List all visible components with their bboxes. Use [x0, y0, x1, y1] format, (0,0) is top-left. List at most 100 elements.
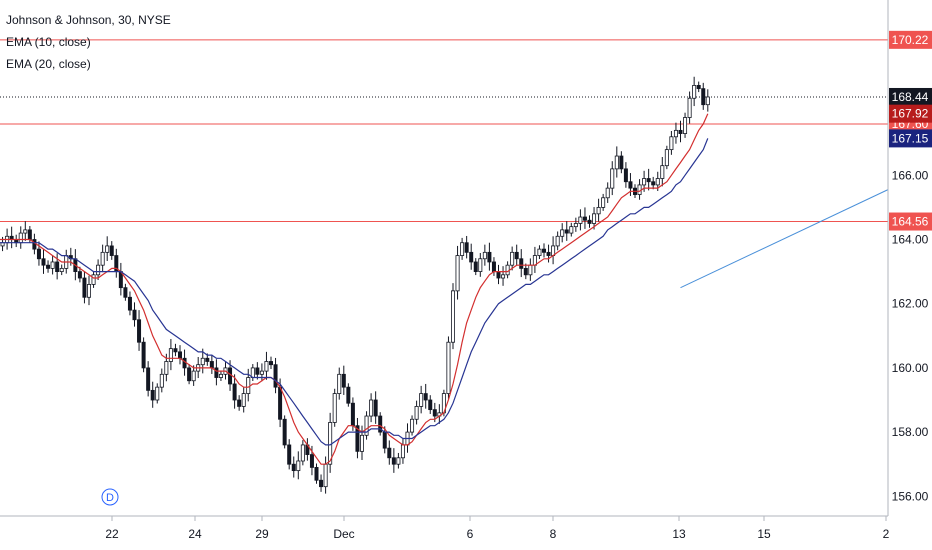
- candle-body: [478, 258, 483, 273]
- candle-body: [673, 129, 678, 138]
- candle-body: [501, 274, 506, 279]
- candle: [482, 244, 487, 266]
- price-axis[interactable]: 156.00 158.00 160.00 162.00 164.00 166.00: [892, 168, 929, 503]
- candle-body: [127, 296, 132, 311]
- candle-body: [309, 454, 314, 468]
- candle-body: [687, 97, 692, 118]
- candle: [669, 131, 674, 155]
- candle-body: [105, 245, 110, 253]
- candle: [605, 182, 610, 203]
- level-price-tag: 164.56: [889, 212, 932, 231]
- ema10-line: [0, 113, 709, 465]
- candle-body: [592, 213, 597, 224]
- candle-body: [664, 149, 669, 167]
- candle-body: [455, 255, 460, 292]
- time-axis-tick-label: 29: [255, 527, 269, 541]
- candle-body: [23, 229, 28, 234]
- candle: [268, 356, 273, 370]
- ema10-price-tag-label: 167.92: [892, 107, 929, 121]
- candle: [218, 370, 223, 381]
- horizontal-levels: [0, 39, 888, 223]
- candle-body: [628, 181, 633, 189]
- candle-body: [473, 261, 478, 273]
- candle-body: [77, 271, 82, 279]
- candle-body: [569, 226, 574, 234]
- candle-body: [296, 460, 301, 472]
- trendline[interactable]: [680, 189, 889, 289]
- candle-body: [542, 248, 547, 253]
- candle-body: [346, 386, 351, 404]
- price-axis-tick-label: 160.00: [892, 361, 929, 375]
- price-axis-tick-label: 166.00: [892, 168, 929, 182]
- candle-body: [173, 348, 178, 353]
- candle: [109, 241, 114, 260]
- candle: [214, 359, 219, 386]
- candle-body: [651, 181, 656, 186]
- legend-title[interactable]: Johnson & Johnson, 30, NYSE: [6, 13, 171, 27]
- candle-body: [655, 178, 660, 186]
- candle: [487, 242, 492, 271]
- candle-body: [601, 197, 606, 208]
- candle-body: [446, 341, 451, 394]
- last-price-tag: 168.44: [889, 87, 932, 106]
- legend-ema10[interactable]: EMA (10, close): [6, 35, 91, 49]
- candle-body: [419, 393, 424, 407]
- candle-body: [619, 155, 624, 170]
- candle-body: [510, 251, 515, 266]
- candle-body: [55, 261, 60, 273]
- candle: [146, 361, 151, 397]
- candle-body: [46, 264, 51, 269]
- candle-body: [642, 178, 647, 186]
- candle-body: [564, 229, 569, 234]
- candle-body: [359, 434, 364, 452]
- candle-body: [146, 367, 151, 391]
- candle: [187, 364, 192, 385]
- last-price-tag-label: 168.44: [892, 90, 929, 104]
- candle: [105, 236, 110, 262]
- candle: [450, 283, 455, 350]
- candle-body: [82, 277, 87, 298]
- legend-ema20[interactable]: EMA (20, close): [6, 57, 91, 71]
- time-axis-tick-label: 24: [188, 527, 202, 541]
- candle-body: [259, 370, 264, 375]
- candle: [628, 173, 633, 196]
- dividend-marker-circle[interactable]: [101, 488, 119, 506]
- candle: [259, 363, 264, 382]
- candle-body: [400, 444, 405, 459]
- time-axis[interactable]: 22 24 29 Dec 6 8 13 15 2: [105, 516, 890, 541]
- candle-body: [246, 377, 251, 394]
- candle-body: [237, 399, 242, 407]
- candle: [159, 368, 164, 393]
- candle-body: [200, 357, 205, 366]
- candle: [428, 395, 433, 414]
- candle: [264, 351, 269, 380]
- price-axis-tick-label: 158.00: [892, 425, 929, 439]
- candle: [373, 391, 378, 424]
- candle-body: [528, 264, 533, 276]
- candle-body: [218, 373, 223, 378]
- candle-body: [678, 129, 683, 134]
- dividend-marker[interactable]: D: [101, 488, 119, 506]
- candle: [87, 275, 92, 306]
- candle: [100, 244, 105, 273]
- candle-body: [18, 232, 23, 244]
- candle-body: [610, 168, 615, 189]
- candle-body: [91, 274, 96, 285]
- candle-body: [27, 229, 32, 240]
- candle: [564, 221, 569, 241]
- candle-body: [59, 267, 64, 273]
- candle-body: [287, 444, 292, 465]
- candle: [646, 168, 651, 191]
- candle: [273, 357, 278, 394]
- candle-body: [332, 393, 337, 423]
- candle: [127, 291, 132, 316]
- candle: [296, 451, 301, 480]
- candle: [41, 249, 46, 274]
- candle: [96, 259, 101, 281]
- candle: [155, 383, 160, 404]
- candle-body: [182, 357, 187, 369]
- candle: [610, 161, 615, 196]
- candle-body: [460, 242, 465, 256]
- candle-body: [546, 251, 551, 256]
